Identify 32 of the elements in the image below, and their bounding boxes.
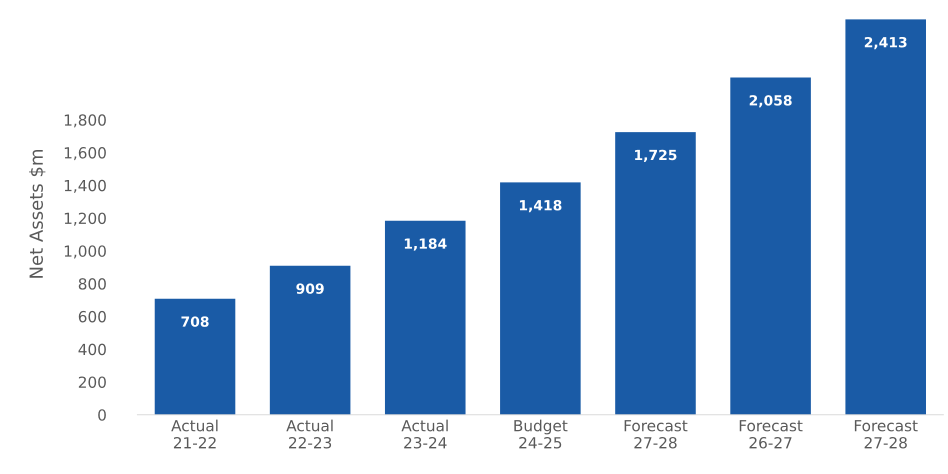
bar: [500, 182, 581, 415]
data-label: 909: [296, 283, 324, 294]
x-tick-label: Actual 22-23: [286, 420, 333, 449]
y-tick-label: 400: [78, 344, 106, 356]
y-tick-label: 1,000: [64, 245, 106, 258]
data-label: 2,058: [750, 95, 792, 108]
bar: [384, 220, 466, 415]
x-tick-label: Forecast 26-27: [740, 420, 803, 449]
bar: [845, 19, 926, 415]
data-label: 1,418: [520, 200, 562, 212]
bar: [730, 78, 811, 415]
x-tick-label: Actual 23-24: [401, 420, 448, 449]
y-tick-label: 200: [78, 376, 106, 388]
y-tick-label: 1,200: [64, 212, 106, 226]
data-label: 708: [181, 316, 209, 327]
y-axis-title: Net Assets $m: [29, 150, 46, 278]
bar: [154, 298, 236, 415]
y-tick-label: 0: [98, 409, 106, 421]
x-tick-label: Actual 21-22: [171, 420, 218, 448]
y-tick-label: 1,800: [64, 114, 106, 128]
y-tick-label: 1,600: [64, 147, 106, 160]
x-tick-label: Budget 24-25: [514, 420, 568, 449]
data-label: 1,725: [635, 150, 676, 162]
x-tick-label: Forecast 27-28: [854, 420, 918, 449]
bar: [615, 132, 696, 415]
y-tick-label: 600: [78, 310, 106, 322]
bar: [270, 266, 350, 415]
y-tick-label: 1,400: [64, 180, 106, 193]
data-label: 2,413: [864, 36, 907, 50]
x-tick-label: Forecast 27-28: [624, 420, 688, 449]
data-label: 1,184: [404, 238, 447, 251]
y-tick-label: 800: [78, 278, 106, 290]
